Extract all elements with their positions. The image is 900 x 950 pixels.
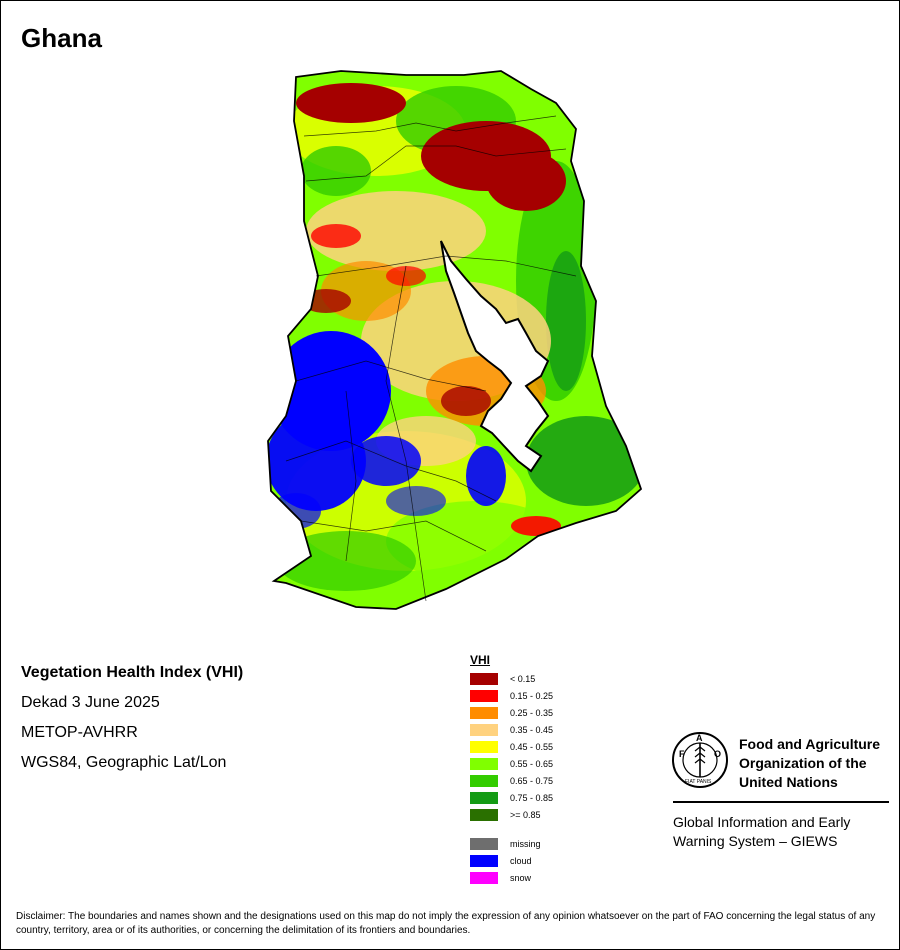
product-name: Vegetation Health Index (VHI)	[21, 664, 244, 681]
product-sensor: METOP-AVHRR	[21, 724, 138, 741]
legend-item: 0.25 - 0.35	[470, 705, 610, 722]
divider	[673, 801, 889, 803]
legend-swatch	[470, 838, 498, 850]
giews-name: Global Information and Early Warning Sys…	[673, 814, 851, 849]
legend-swatch	[470, 741, 498, 753]
product-projection: WGS84, Geographic Lat/Lon	[21, 754, 227, 771]
product-info: Vegetation Health Index (VHI) Dekad 3 Ju…	[21, 658, 243, 778]
fao-logo-letter-f: F	[679, 749, 685, 759]
legend-swatch	[470, 673, 498, 685]
legend-item-cloud: cloud	[470, 853, 610, 870]
legend-title: VHI	[470, 653, 491, 667]
fao-organization-name: Food and Agriculture Organization of the…	[739, 736, 881, 790]
legend-swatch	[470, 855, 498, 867]
vhi-legend: VHI < 0.15 0.15 - 0.25 0.25 - 0.35 0.35 …	[470, 653, 610, 887]
legend-item: 0.75 - 0.85	[470, 790, 610, 807]
vhi-map	[256, 61, 656, 621]
map-title: Ghana	[21, 23, 102, 53]
legend-item-snow: snow	[470, 870, 610, 887]
legend-swatch	[470, 690, 498, 702]
legend-swatch	[470, 724, 498, 736]
legend-item: >= 0.85	[470, 807, 610, 824]
fao-logo-letter-o: O	[714, 749, 721, 759]
legend-item: 0.35 - 0.45	[470, 722, 610, 739]
ghana-vhi-raster	[267, 70, 643, 610]
fao-logo-letter-a: A	[696, 733, 703, 743]
legend-item-missing: missing	[470, 836, 610, 853]
legend-swatch	[470, 707, 498, 719]
legend-item: 0.15 - 0.25	[470, 688, 610, 705]
fao-logo-icon: F A O FIAT PANIS	[672, 732, 728, 788]
fao-logo-motto: FIAT PANIS	[685, 779, 712, 785]
legend-swatch	[470, 792, 498, 804]
legend-swatch	[470, 775, 498, 787]
lake-volta	[440, 240, 550, 473]
legend-swatch	[470, 758, 498, 770]
disclaimer: Disclaimer: The boundaries and names sho…	[16, 911, 876, 936]
legend-item: 0.45 - 0.55	[470, 739, 610, 756]
legend-item: 0.55 - 0.65	[470, 756, 610, 773]
legend-item: < 0.15	[470, 671, 610, 688]
legend-swatch	[470, 809, 498, 821]
legend-swatch	[470, 872, 498, 884]
product-period: Dekad 3 June 2025	[21, 694, 160, 711]
legend-item: 0.65 - 0.75	[470, 773, 610, 790]
